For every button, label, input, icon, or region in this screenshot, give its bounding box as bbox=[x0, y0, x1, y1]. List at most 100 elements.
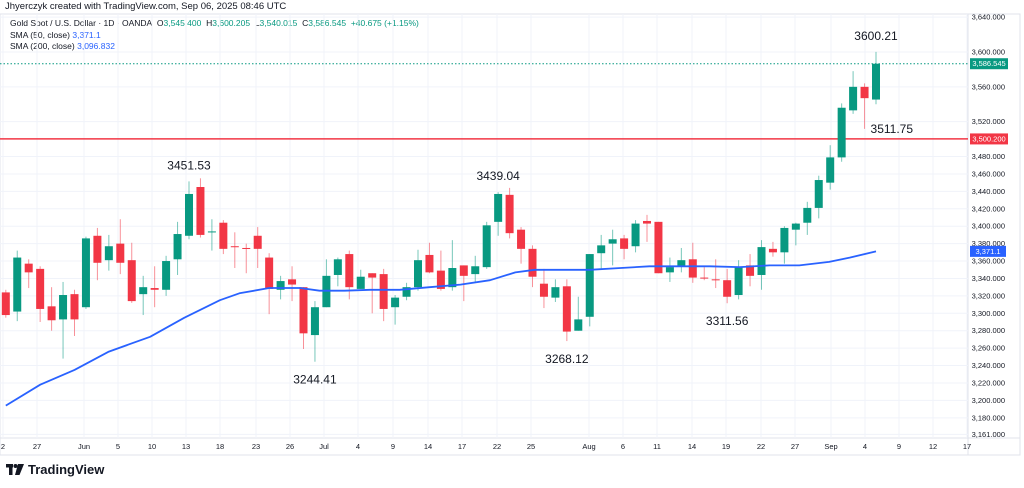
date-tick-label: 6 bbox=[621, 442, 625, 451]
date-tick-label: 2 bbox=[1, 442, 5, 451]
price-tick-label: 3,220.000 bbox=[972, 378, 1005, 387]
candle-body-up bbox=[597, 245, 606, 254]
sma50-row[interactable]: SMA (50, close) 3,371.1 bbox=[10, 30, 419, 42]
candle-body-down bbox=[700, 277, 709, 279]
candle bbox=[665, 257, 674, 282]
date-tick-label: Jul bbox=[319, 442, 329, 451]
price-annotation: 3244.41 bbox=[293, 373, 337, 387]
candle bbox=[643, 214, 651, 242]
price-tick-label: 3,360.000 bbox=[972, 257, 1005, 266]
price-annotation: 3600.21 bbox=[854, 29, 898, 43]
candle-body-up bbox=[734, 267, 743, 296]
candle-body-down bbox=[711, 279, 720, 281]
candle-body-up bbox=[207, 231, 216, 233]
price-tick-label: 3,640.000 bbox=[972, 13, 1005, 22]
candle bbox=[517, 227, 526, 264]
candle bbox=[677, 247, 686, 273]
candle-body-down bbox=[723, 280, 732, 297]
sma200-label: SMA (200, close) bbox=[10, 41, 75, 51]
sma-tag bbox=[970, 245, 1006, 257]
logo-text: TradingView bbox=[28, 462, 105, 477]
date-tick-label: 4 bbox=[863, 442, 867, 451]
candle-body-down bbox=[24, 263, 33, 273]
candle-body-down bbox=[1, 292, 10, 316]
date-tick-label: 14 bbox=[424, 442, 432, 451]
candle bbox=[585, 254, 594, 327]
candle-body-down bbox=[860, 86, 869, 99]
candle bbox=[688, 242, 697, 283]
sma-line bbox=[5, 250, 877, 407]
sma50-label: SMA (50, close) bbox=[10, 29, 70, 40]
candle-body-down bbox=[620, 238, 629, 249]
sma200-row[interactable]: SMA (200, close) 3,096.832 bbox=[10, 41, 419, 53]
candle-body-down bbox=[93, 235, 102, 263]
candle bbox=[288, 266, 297, 302]
candle bbox=[196, 178, 205, 238]
candle-body-up bbox=[333, 259, 342, 275]
open-label: O bbox=[156, 18, 164, 28]
candle bbox=[391, 295, 400, 325]
candle-body-up bbox=[791, 223, 800, 230]
price-level-tag-text: 3,586.545 bbox=[972, 59, 1005, 68]
price-annotation: 3451.53 bbox=[167, 158, 211, 172]
candle bbox=[242, 243, 251, 274]
price-annotation: 3511.75 bbox=[871, 122, 914, 136]
candle bbox=[414, 249, 422, 291]
date-tick-label: 13 bbox=[182, 442, 190, 451]
candle bbox=[139, 275, 148, 316]
candle bbox=[482, 221, 491, 269]
symbol-title[interactable]: Gold Spot / U.S. Dollar · 1D · OANDA bbox=[10, 18, 153, 28]
candle bbox=[402, 282, 411, 301]
candle bbox=[471, 255, 480, 282]
candle bbox=[425, 242, 434, 274]
chart-frame bbox=[0, 13, 1021, 456]
candle-body-down bbox=[368, 273, 377, 278]
candle-body-up bbox=[310, 307, 319, 336]
candle-body-down bbox=[643, 220, 651, 224]
candle-body-down bbox=[459, 265, 468, 276]
candle-body-up bbox=[448, 268, 457, 288]
level-lines bbox=[0, 63, 968, 140]
ohlc-row: Gold Spot / U.S. Dollar · 1D · OANDA O 3,… bbox=[10, 18, 419, 30]
candle-body-down bbox=[345, 254, 354, 288]
candle bbox=[81, 236, 90, 309]
candle-body-down bbox=[528, 248, 537, 277]
candle bbox=[539, 268, 548, 309]
candle-body-down bbox=[230, 246, 239, 248]
time-axis[interactable]: 2 27 Jun 5 10 13 18 23 26 Jul 4 9 14 17 22 25 Aug 6 11 14 19… bbox=[1, 442, 971, 451]
date-tick-label: 12 bbox=[929, 442, 937, 451]
candle bbox=[93, 227, 102, 281]
candle-body-up bbox=[849, 86, 858, 111]
candle-body-down bbox=[219, 222, 228, 249]
date-tick-label: 22 bbox=[493, 442, 501, 451]
price-annotation: 3268.12 bbox=[545, 352, 589, 366]
sma50-line bbox=[5, 250, 877, 407]
candle-body-down bbox=[253, 235, 262, 249]
candle-body-up bbox=[677, 260, 686, 267]
price-axis[interactable]: 3,640.000 3,600.000 3,560.000 3,520.000 3,48… bbox=[970, 13, 1008, 439]
candle-body-up bbox=[402, 287, 411, 297]
price-tick-label: 3,340.000 bbox=[972, 274, 1005, 283]
date-tick-label: 9 bbox=[391, 442, 395, 451]
candle bbox=[436, 250, 445, 291]
candle bbox=[768, 241, 777, 257]
candles bbox=[1, 51, 880, 362]
candle bbox=[70, 289, 79, 336]
candle bbox=[734, 260, 743, 300]
candle-body-up bbox=[391, 297, 400, 308]
candle-body-up bbox=[665, 267, 674, 273]
price-tick-label: 3,260.000 bbox=[972, 344, 1005, 353]
candle-body-up bbox=[414, 260, 422, 288]
high-value: 3,600.205 bbox=[212, 18, 251, 28]
candle bbox=[207, 219, 216, 251]
candle-body-up bbox=[826, 157, 835, 183]
date-tick-label: 26 bbox=[286, 442, 294, 451]
candle-body-up bbox=[185, 193, 193, 236]
candle-body-up bbox=[356, 276, 365, 289]
date-tick-label: 22 bbox=[757, 442, 765, 451]
candle-body-down bbox=[768, 248, 777, 253]
candle bbox=[59, 281, 68, 359]
price-tick-label: 3,600.000 bbox=[972, 48, 1005, 57]
date-tick-label: Jun bbox=[78, 442, 90, 451]
